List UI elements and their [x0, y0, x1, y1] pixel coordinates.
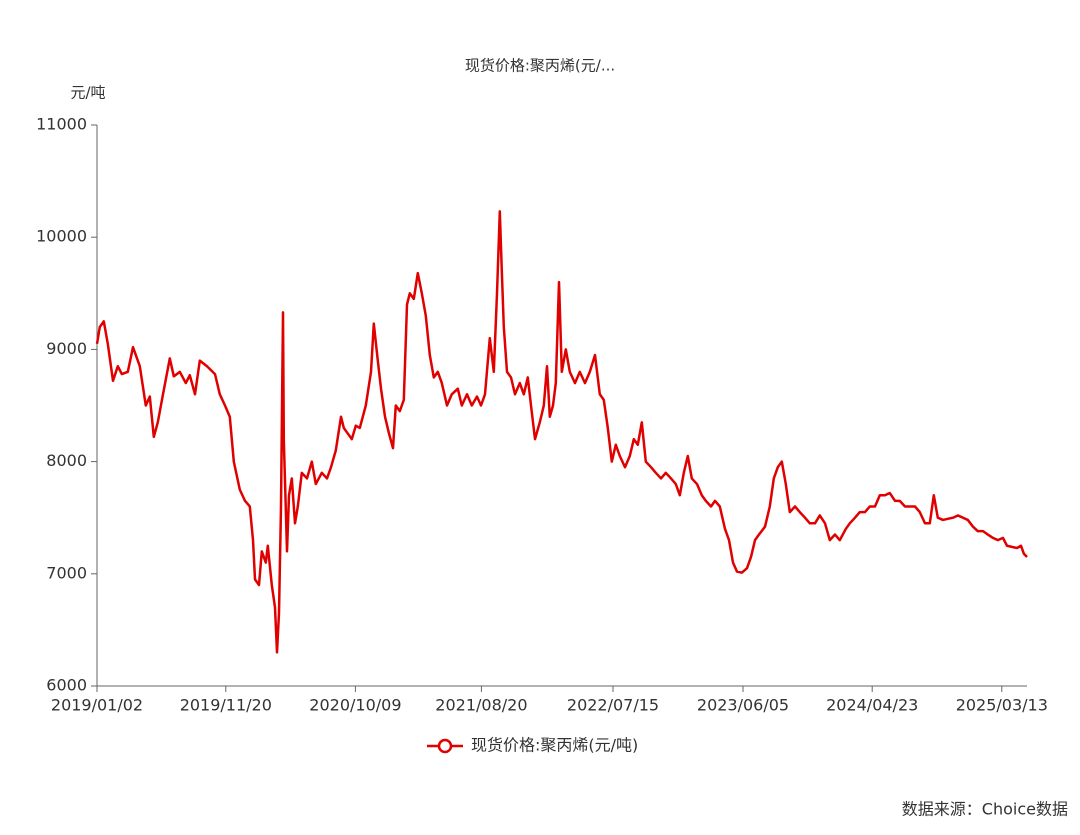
y-tick-label: 7000: [46, 563, 87, 582]
legend-label: 现货价格:聚丙烯(元/吨): [471, 736, 638, 755]
y-tick-label: 9000: [46, 339, 87, 358]
x-tick-label: 2023/06/05: [697, 696, 789, 715]
x-tick-label: 2021/08/20: [435, 696, 527, 715]
x-tick-label: 2019/11/20: [180, 696, 272, 715]
y-tick-label: 10000: [36, 227, 87, 246]
x-tick-label: 2024/04/23: [826, 696, 918, 715]
source-note: 数据来源：Choice数据: [902, 800, 1068, 819]
y-axis-label: 元/吨: [70, 84, 105, 102]
x-tick-label: 2022/07/15: [567, 696, 659, 715]
legend-symbol: [437, 738, 453, 754]
chart-title: 现货价格:聚丙烯(元/...: [465, 57, 615, 75]
y-tick-label: 8000: [46, 451, 87, 470]
x-tick-label: 2019/01/02: [51, 696, 143, 715]
x-tick-label: 2025/03/13: [956, 696, 1048, 715]
y-tick-label: 11000: [36, 115, 87, 134]
line-series: [95, 210, 1028, 654]
y-tick-label: 6000: [46, 676, 87, 695]
x-tick-label: 2020/10/09: [309, 696, 401, 715]
